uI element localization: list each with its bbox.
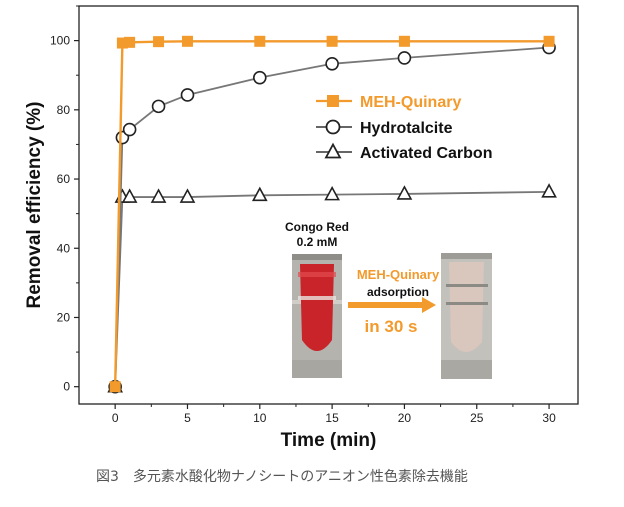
- legend-square-marker: [327, 95, 339, 107]
- data-point-meh-quinary: [254, 35, 266, 47]
- arrow-label-material: MEH-Quinary: [357, 267, 440, 282]
- data-point-activated-carbon: [541, 183, 557, 198]
- data-point-hydrotalcite: [325, 56, 339, 71]
- x-tick-label-30: 30: [542, 411, 556, 425]
- x-tick-label-20: 20: [398, 411, 412, 425]
- x-tick-label-5: 5: [184, 411, 191, 425]
- y-tick-label-20: 20: [57, 310, 71, 324]
- y-axis-title: Removal efficiency (%): [24, 102, 45, 309]
- data-point-meh-quinary: [124, 36, 136, 48]
- data-point-hydrotalcite: [397, 51, 412, 65]
- x-tick-label-15: 15: [325, 411, 339, 425]
- removal-efficiency-chart: 0 5 10 15 20 25 30 0 20 40 60 80 100 Time (min) Remova…: [24, 5, 579, 451]
- y-tick-label-80: 80: [57, 103, 71, 117]
- after-vial-photo: [441, 253, 492, 379]
- axes: 0 5 10 15 20 25 30 0 20 40 60 80 100 Time (min) Remova…: [24, 5, 579, 451]
- before-vial-photo: [292, 254, 342, 378]
- data-point-meh-quinary: [153, 36, 165, 48]
- series-activated-carbon: [107, 183, 557, 393]
- data-point-meh-quinary: [326, 35, 338, 47]
- y-tick-label-40: 40: [57, 241, 71, 255]
- data-point-activated-carbon: [251, 186, 268, 202]
- figure-caption: 図3 多元素水酸化物ナノシートのアニオン性色素除去機能: [96, 469, 468, 485]
- arrow-label-process: adsorption: [367, 285, 429, 299]
- x-axis-title: Time (min): [281, 430, 377, 451]
- adsorption-arrow: MEH-Quinary adsorption in 30 s: [348, 267, 440, 336]
- series-layer: [107, 35, 557, 394]
- x-tick-label-0: 0: [112, 411, 119, 425]
- legend-item-activated-carbon: Activated Carbon: [316, 142, 492, 162]
- inset-label-congo-red: Congo Red: [285, 220, 349, 234]
- data-point-hydrotalcite: [252, 70, 267, 85]
- data-point-meh-quinary: [116, 37, 128, 49]
- inset-label-concentration: 0.2 mM: [297, 235, 338, 249]
- series-meh-quinary: [109, 35, 555, 393]
- y-tick-label-0: 0: [63, 380, 70, 394]
- arrow-label-time: in 30 s: [365, 317, 418, 336]
- plot-frame: [78, 5, 579, 405]
- y-tick-label-100: 100: [50, 34, 70, 48]
- data-point-meh-quinary: [109, 381, 121, 393]
- data-point-activated-carbon: [179, 188, 196, 203]
- legend-label-meh-quinary: MEH-Quinary: [360, 94, 461, 111]
- x-tick-label-25: 25: [470, 411, 484, 425]
- data-point-meh-quinary: [398, 35, 410, 47]
- legend-item-meh-quinary: MEH-Quinary: [316, 94, 461, 111]
- data-point-hydrotalcite: [122, 122, 137, 137]
- data-point-hydrotalcite: [151, 99, 166, 114]
- data-point-activated-carbon: [324, 185, 340, 201]
- congo-red-inset: Congo Red 0.2 mM MEH-Quinary adsorption …: [285, 220, 492, 379]
- legend-triangle-marker: [324, 142, 342, 159]
- legend-circle-marker: [325, 119, 341, 135]
- data-point-meh-quinary: [543, 35, 555, 47]
- x-tick-label-10: 10: [253, 411, 267, 425]
- legend-label-hydrotalcite: Hydrotalcite: [360, 120, 453, 137]
- data-point-meh-quinary: [181, 35, 193, 47]
- data-point-activated-carbon: [121, 188, 138, 203]
- y-tick-label-60: 60: [57, 172, 71, 186]
- data-point-activated-carbon: [150, 188, 167, 203]
- arrow-head-icon: [422, 297, 436, 313]
- legend-label-activated-carbon: Activated Carbon: [360, 145, 492, 162]
- legend-item-hydrotalcite: Hydrotalcite: [316, 119, 453, 137]
- data-point-activated-carbon: [396, 185, 413, 200]
- legend: MEH-Quinary Hydrotalcite Activated Carbo…: [316, 94, 492, 162]
- data-point-hydrotalcite: [180, 88, 195, 102]
